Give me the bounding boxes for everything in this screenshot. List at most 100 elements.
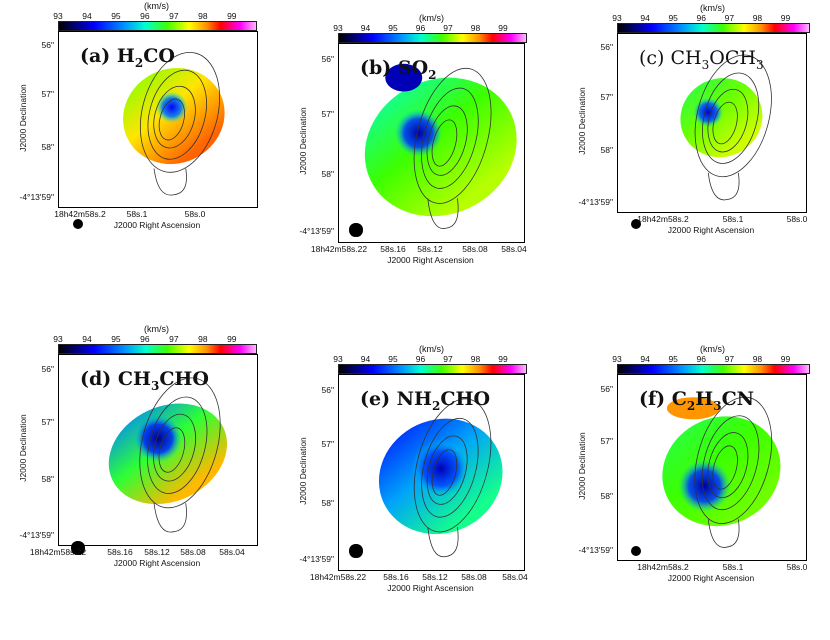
blueshift-core	[134, 414, 182, 463]
colorbar-tick: 98	[198, 11, 208, 21]
map-frame	[338, 43, 525, 243]
y-tick-label: 57"	[321, 109, 334, 120]
colorbar-unit: (km/s)	[144, 1, 169, 11]
colorbar-tick: 94	[82, 11, 92, 21]
y-axis-label: J2000 Declination	[18, 414, 28, 482]
continuum-contour	[413, 398, 492, 533]
map-frame	[58, 354, 258, 546]
y-tick-label: 58"	[41, 141, 54, 152]
y-tick-label: 56"	[41, 40, 54, 50]
y-tick-label: 58"	[321, 497, 334, 508]
colorbar-tick: 93	[333, 23, 343, 33]
colorbar-unit: (km/s)	[700, 344, 725, 354]
panel-title: (e) NH2CHO	[360, 388, 490, 413]
velocity-map	[662, 396, 781, 548]
continuum-contour-tail	[707, 172, 740, 201]
colorbar-tick: 99	[498, 354, 508, 364]
y-tick-label: 57"	[600, 92, 613, 103]
x-tick-label: 58s.12	[417, 244, 443, 254]
colorbar-tick: 99	[227, 334, 237, 344]
emission-region	[364, 77, 517, 217]
y-tick-label: -4°13'59"	[578, 544, 613, 555]
colorbar-tick: 97	[443, 354, 453, 364]
colorbar-tick: 95	[111, 334, 121, 344]
y-axis-label: J2000 Declination	[577, 87, 587, 155]
velocity-map	[123, 52, 225, 196]
continuum-contour	[426, 435, 468, 505]
colorbar-tick: 95	[668, 13, 678, 23]
colorbar	[58, 21, 257, 31]
continuum-contour	[158, 427, 186, 473]
blueshift-core	[156, 91, 188, 124]
y-tick-label: 57"	[600, 435, 613, 446]
panel-title: (c) CH3OCH3	[639, 47, 764, 72]
continuum-contour	[153, 85, 196, 149]
x-tick-label: 18h42m58s.2	[637, 214, 689, 224]
x-tick-label: 58s.16	[380, 244, 406, 254]
blueshift-core	[693, 97, 724, 128]
y-tick-label: 56"	[600, 383, 613, 394]
colorbar-tick: 94	[640, 13, 650, 23]
continuum-contour	[153, 413, 197, 482]
y-axis-label: J2000 Declination	[577, 431, 587, 500]
colorbar-tick: 94	[360, 354, 371, 364]
x-axis-label: J2000 Right Ascension	[387, 255, 474, 265]
y-tick-label: 58"	[600, 491, 613, 502]
colorbar-tick: 98	[470, 23, 481, 33]
y-tick-label: -4°13'59"	[19, 529, 54, 540]
colorbar-tick: 97	[169, 334, 179, 344]
colorbar-tick: 96	[140, 334, 150, 344]
emission-clump	[666, 397, 720, 420]
continuum-contour	[139, 377, 221, 509]
x-tick-label: 58s.16	[383, 572, 409, 582]
x-tick-label: 58s.08	[461, 572, 487, 582]
colorbar	[617, 23, 810, 33]
colorbar-unit: (km/s)	[419, 344, 444, 354]
colorbar-tick: 97	[443, 23, 453, 33]
continuum-contour	[694, 54, 772, 178]
colorbar-tick: 93	[53, 11, 63, 21]
colorbar-tick: 97	[169, 11, 179, 21]
y-axis-label: J2000 Declination	[298, 107, 308, 175]
continuum-contour	[707, 432, 749, 499]
colorbar	[338, 33, 527, 43]
continuum-contour-tail	[153, 503, 187, 533]
y-tick-label: 56"	[321, 384, 334, 395]
panel-title: (b) SO2	[360, 57, 437, 82]
continuum-contour	[421, 87, 479, 189]
x-tick-label: 58s.04	[502, 572, 528, 582]
velocity-map	[108, 377, 228, 533]
beam-ellipse	[72, 218, 84, 230]
velocity-map	[680, 54, 772, 201]
y-tick-label: 56"	[600, 42, 613, 53]
colorbar-tick: 99	[780, 13, 791, 23]
x-tick-label: 18h42m58s.22	[29, 547, 87, 557]
y-tick-label: -4°13'59"	[19, 192, 54, 203]
x-tick-label: 58s.16	[107, 547, 133, 557]
continuum-contour	[712, 101, 738, 145]
colorbar-tick: 98	[198, 334, 208, 344]
colorbar-tick: 93	[612, 354, 622, 364]
continuum-contour	[158, 98, 185, 141]
x-axis-label: J2000 Right Ascension	[113, 558, 201, 568]
continuum-contour	[413, 67, 492, 204]
continuum-contour	[707, 88, 749, 153]
colorbar-tick: 97	[724, 354, 735, 364]
velocity-map	[378, 398, 503, 558]
blueshift-core	[678, 459, 731, 513]
colorbar-tick: 96	[696, 354, 706, 364]
blueshift-core	[394, 109, 443, 157]
colorbar	[617, 364, 810, 374]
y-tick-label: 58"	[41, 474, 54, 485]
y-tick-label: -4°13'59"	[299, 554, 334, 565]
x-axis-label: J2000 Right Ascension	[667, 225, 755, 235]
x-tick-label: 58s.08	[180, 547, 206, 557]
colorbar-tick: 93	[53, 334, 63, 344]
y-tick-label: 57"	[41, 89, 54, 99]
colorbar-tick: 99	[498, 23, 508, 33]
continuum-contour	[426, 105, 468, 176]
y-tick-label: 56"	[321, 53, 334, 64]
colorbar-tick: 93	[333, 354, 343, 364]
colorbar-tick: 98	[752, 354, 763, 364]
emission-clump	[385, 63, 423, 92]
